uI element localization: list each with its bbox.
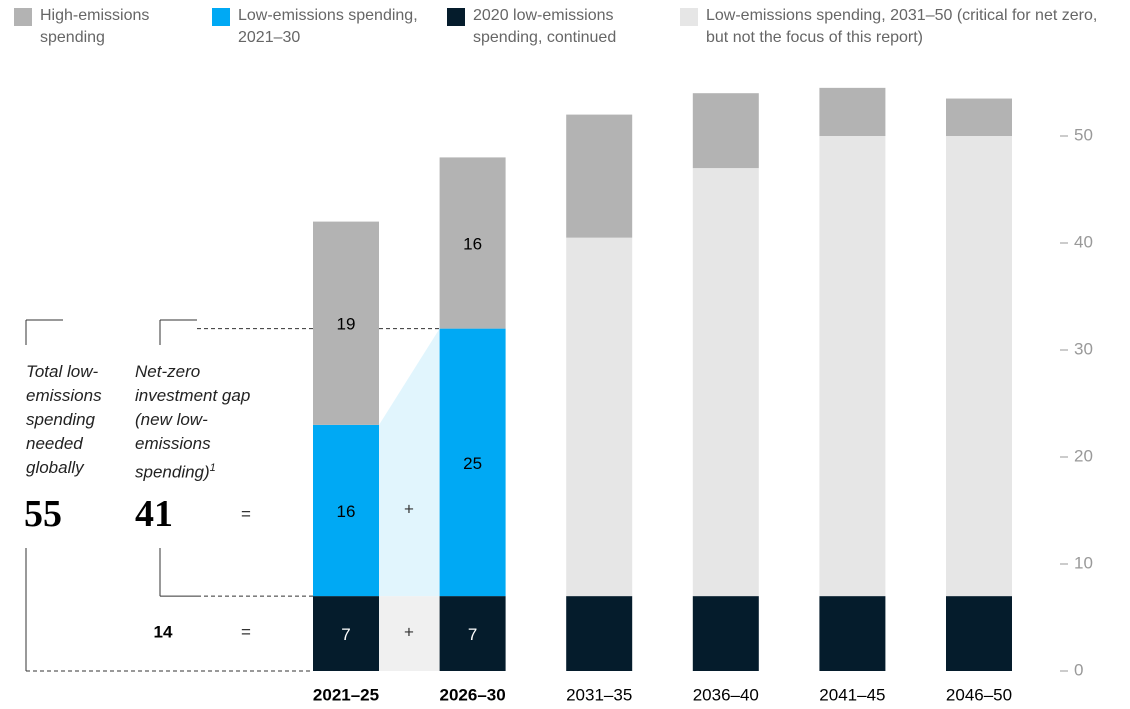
legend-swatch bbox=[447, 8, 465, 26]
gap-value: 41 bbox=[135, 493, 173, 535]
x-tick-label: 2046–50 bbox=[946, 685, 1012, 704]
bar-segment bbox=[946, 98, 1012, 136]
equals: = bbox=[241, 622, 251, 641]
footnote: 1 bbox=[209, 462, 216, 474]
legend-swatch bbox=[14, 8, 32, 26]
bar-segment bbox=[313, 221, 379, 425]
y-tick-label: 10 bbox=[1074, 553, 1093, 572]
bar-segment bbox=[692, 596, 759, 671]
bar-segment bbox=[313, 424, 379, 597]
y-tick-label: 30 bbox=[1074, 339, 1093, 358]
bar-segment bbox=[946, 596, 1012, 671]
base-connector bbox=[379, 596, 440, 671]
bar-segment bbox=[819, 87, 886, 136]
gap-label-text: Net-zero investment gap (new low-emissio… bbox=[135, 362, 251, 482]
y-tick-label: 50 bbox=[1074, 125, 1093, 144]
bar-segment bbox=[692, 93, 759, 169]
value-label: 19 bbox=[337, 315, 356, 334]
bar-segment bbox=[819, 136, 886, 597]
x-tick-label: 2021–25 bbox=[313, 685, 379, 704]
gap-label: Net-zero investment gap (new low-emissio… bbox=[135, 360, 263, 485]
x-tick-label: 2036–40 bbox=[693, 685, 759, 704]
bar-segment bbox=[819, 596, 886, 671]
legend-label: 2020 low-emissions spending, continued bbox=[473, 7, 617, 46]
total-label: Total low-emissions spending needed glob… bbox=[26, 362, 102, 477]
x-tick-label: 2026–30 bbox=[440, 685, 506, 704]
plus: + bbox=[404, 499, 414, 518]
y-tick-label: 20 bbox=[1074, 446, 1093, 465]
bar-segment bbox=[439, 157, 506, 329]
value-label: 16 bbox=[337, 502, 356, 521]
value-label: 7 bbox=[341, 625, 350, 644]
y-tick-label: 40 bbox=[1074, 232, 1093, 251]
x-tick-label: 2041–45 bbox=[819, 685, 885, 704]
bar-segment bbox=[946, 136, 1012, 597]
bar-segment bbox=[692, 168, 759, 597]
legend-label: High-emissions spending bbox=[40, 7, 150, 46]
bar-segment bbox=[566, 114, 633, 238]
y-tick-label: 0 bbox=[1074, 660, 1083, 679]
value-label: 25 bbox=[463, 454, 482, 473]
equals: = bbox=[241, 504, 251, 523]
value-label: 7 bbox=[468, 625, 477, 644]
value-label: 16 bbox=[463, 234, 482, 253]
base-value: 14 bbox=[154, 622, 173, 641]
legend-swatch bbox=[680, 8, 698, 26]
bar-segment bbox=[313, 596, 379, 671]
gap-connector bbox=[379, 328, 440, 597]
x-tick-label: 2031–35 bbox=[566, 685, 632, 704]
bar-segment bbox=[566, 596, 633, 671]
bar-segment bbox=[439, 596, 506, 671]
total-value: 55 bbox=[24, 493, 62, 535]
legend-label: Low-emissions spending, 2031–50 (critica… bbox=[706, 7, 1098, 46]
legend-label: Low-emissions spending, 2021–30 bbox=[238, 7, 418, 46]
bar-segment bbox=[439, 328, 506, 597]
bar-segment bbox=[566, 237, 633, 597]
legend-swatch bbox=[212, 8, 230, 26]
plus: + bbox=[404, 622, 414, 641]
